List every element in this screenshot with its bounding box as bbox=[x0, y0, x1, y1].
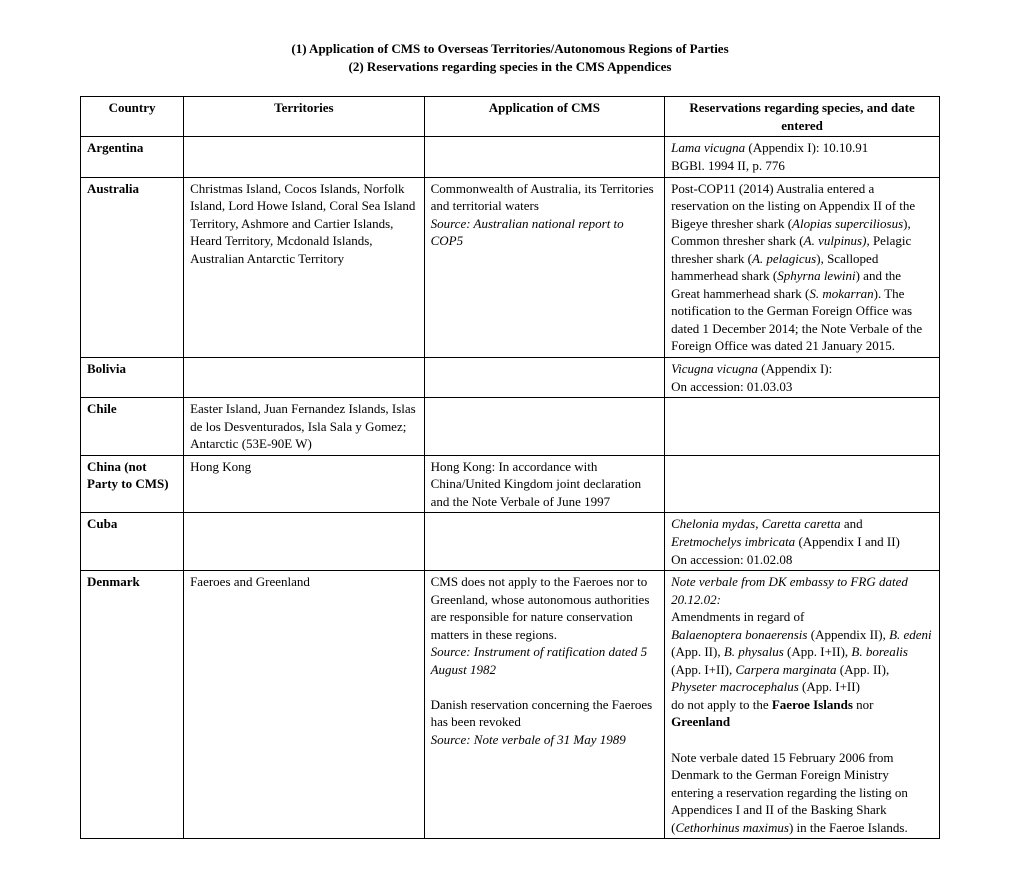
application-cell: CMS does not apply to the Faeroes nor to… bbox=[424, 571, 665, 839]
text: (App. II), bbox=[671, 644, 724, 659]
text: and bbox=[841, 516, 863, 531]
application-cell bbox=[424, 137, 665, 177]
header-territories: Territories bbox=[184, 97, 425, 137]
header-application: Application of CMS bbox=[424, 97, 665, 137]
table-row: Bolivia Vicugna vicugna (Appendix I): On… bbox=[81, 358, 940, 398]
country-cell: China (not Party to CMS) bbox=[81, 455, 184, 513]
cms-table: Country Territories Application of CMS R… bbox=[80, 96, 940, 839]
text: On accession: 01.03.03 bbox=[671, 379, 792, 394]
species-name: Eretmochelys imbricata bbox=[671, 534, 795, 549]
territories-cell bbox=[184, 137, 425, 177]
text: (Appendix I): 10.10.91 bbox=[745, 140, 868, 155]
title-line-2: (2) Reservations regarding species in th… bbox=[80, 58, 940, 76]
species-name: B. physalus bbox=[724, 644, 784, 659]
reservations-cell: Lama vicugna (Appendix I): 10.10.91 BGBl… bbox=[665, 137, 940, 177]
text: (Appendix II), bbox=[807, 627, 889, 642]
country-cell: Cuba bbox=[81, 513, 184, 571]
country-cell: Argentina bbox=[81, 137, 184, 177]
table-row: Denmark Faeroes and Greenland CMS does n… bbox=[81, 571, 940, 839]
text: On accession: 01.02.08 bbox=[671, 552, 792, 567]
species-name: Chelonia mydas bbox=[671, 516, 755, 531]
country-cell: Bolivia bbox=[81, 358, 184, 398]
species-name: Balaenoptera bonaerensis bbox=[671, 627, 807, 642]
note-verbale: Note verbale from DK embassy to FRG date… bbox=[671, 574, 908, 607]
species-name: Cethorhinus maximus bbox=[675, 820, 789, 835]
table-row: China (not Party to CMS) Hong Kong Hong … bbox=[81, 455, 940, 513]
territories-cell bbox=[184, 358, 425, 398]
reservations-cell: Note verbale from DK embassy to FRG date… bbox=[665, 571, 940, 839]
table-row: Chile Easter Island, Juan Fernandez Isla… bbox=[81, 398, 940, 456]
bold-text: Faeroe Islands bbox=[772, 697, 853, 712]
text: (Appendix I): bbox=[758, 361, 832, 376]
text: (App. I+II), bbox=[784, 644, 852, 659]
page-titles: (1) Application of CMS to Overseas Terri… bbox=[80, 40, 940, 76]
reservations-cell bbox=[665, 398, 940, 456]
species-name: B. edeni bbox=[889, 627, 932, 642]
text: ) in the Faeroe Islands. bbox=[789, 820, 908, 835]
species-name: Lama vicugna bbox=[671, 140, 745, 155]
species-name: Physeter macrocephalus bbox=[671, 679, 799, 694]
application-cell: Commonwealth of Australia, its Territori… bbox=[424, 177, 665, 357]
header-country: Country bbox=[81, 97, 184, 137]
application-cell bbox=[424, 358, 665, 398]
country-cell: Denmark bbox=[81, 571, 184, 839]
species-name: Alopias superciliosus bbox=[792, 216, 903, 231]
bold-text: Greenland bbox=[671, 714, 730, 729]
country-cell: Chile bbox=[81, 398, 184, 456]
header-reservations: Reservations regarding species, and date… bbox=[665, 97, 940, 137]
species-name: A. vulpinus), bbox=[804, 233, 870, 248]
reservations-cell: Post-COP11 (2014) Australia entered a re… bbox=[665, 177, 940, 357]
text: Amendments in regard of bbox=[671, 609, 804, 624]
territories-cell: Christmas Island, Cocos Islands, Norfolk… bbox=[184, 177, 425, 357]
territories-cell: Easter Island, Juan Fernandez Islands, I… bbox=[184, 398, 425, 456]
species-name: B. borealis bbox=[851, 644, 908, 659]
species-name: Vicugna vicugna bbox=[671, 361, 758, 376]
table-row: Argentina Lama vicugna (Appendix I): 10.… bbox=[81, 137, 940, 177]
territories-cell: Hong Kong bbox=[184, 455, 425, 513]
territories-cell bbox=[184, 513, 425, 571]
header-row: Country Territories Application of CMS R… bbox=[81, 97, 940, 137]
species-name: A. pelagicus bbox=[752, 251, 816, 266]
application-cell: Hong Kong: In accordance with China/Unit… bbox=[424, 455, 665, 513]
text: nor bbox=[853, 697, 874, 712]
text: do not apply to the bbox=[671, 697, 772, 712]
text: CMS does not apply to the Faeroes nor to… bbox=[431, 574, 650, 642]
table-row: Australia Christmas Island, Cocos Island… bbox=[81, 177, 940, 357]
text: Commonwealth of Australia, its Territori… bbox=[431, 181, 654, 214]
country-cell: Australia bbox=[81, 177, 184, 357]
text: (App. II), bbox=[836, 662, 889, 677]
species-name: S. mokarran bbox=[809, 286, 873, 301]
reservations-cell: Vicugna vicugna (Appendix I): On accessi… bbox=[665, 358, 940, 398]
source-text: Source: Instrument of ratification dated… bbox=[431, 644, 648, 677]
table-row: Cuba Chelonia mydas, Caretta caretta and… bbox=[81, 513, 940, 571]
reservations-cell: Chelonia mydas, Caretta caretta and Eret… bbox=[665, 513, 940, 571]
species-name: Caretta caretta bbox=[762, 516, 841, 531]
application-cell bbox=[424, 398, 665, 456]
reservations-cell bbox=[665, 455, 940, 513]
text: BGBl. 1994 II, p. 776 bbox=[671, 158, 785, 173]
text: (App. I+II) bbox=[799, 679, 860, 694]
source-text: Source: Note verbale of 31 May 1989 bbox=[431, 732, 626, 747]
territories-cell: Faeroes and Greenland bbox=[184, 571, 425, 839]
text: Danish reservation concerning the Faeroe… bbox=[431, 697, 653, 730]
application-cell bbox=[424, 513, 665, 571]
title-line-1: (1) Application of CMS to Overseas Terri… bbox=[80, 40, 940, 58]
text: (App. I+II), bbox=[671, 662, 735, 677]
text: (Appendix I and II) bbox=[795, 534, 900, 549]
species-name: Sphyrna lewini bbox=[777, 268, 855, 283]
species-name: Carpera marginata bbox=[735, 662, 836, 677]
source-text: Source: Australian national report to CO… bbox=[431, 216, 624, 249]
